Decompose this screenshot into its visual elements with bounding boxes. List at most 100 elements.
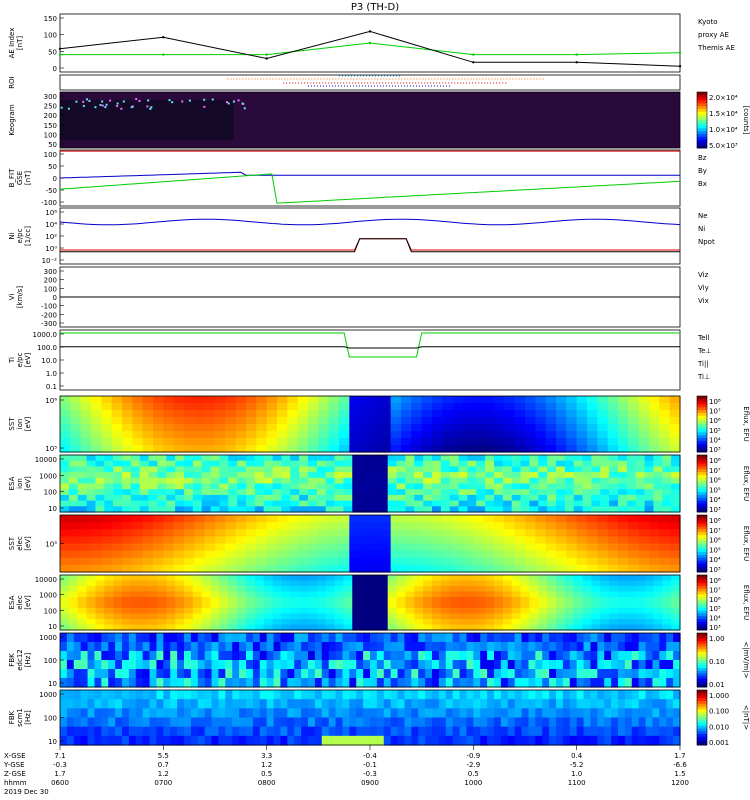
- spectrogram-cell: [370, 460, 380, 467]
- spectrogram-cell: [604, 717, 612, 728]
- spectrogram-cell: [235, 564, 247, 573]
- spectrogram-cell: [494, 717, 502, 728]
- spectrogram-cell: [184, 726, 192, 737]
- x-tick-label: 1.2: [261, 761, 272, 769]
- spectrogram-cell: [423, 624, 433, 631]
- spectrogram-cell: [590, 633, 598, 643]
- spectrogram-cell: [184, 690, 192, 700]
- spectrogram-cell: [487, 717, 495, 728]
- spectrogram-cell: [225, 660, 233, 670]
- spectrogram-cell: [380, 564, 392, 573]
- y-tick-label: 10⁰: [45, 245, 57, 253]
- spectrogram-cell: [607, 410, 619, 418]
- spectrogram-cell: [404, 669, 412, 679]
- spectrogram-cell: [266, 403, 278, 411]
- spectrogram-cell: [556, 483, 566, 490]
- spectrogram-cell: [645, 660, 654, 670]
- spectrogram-cell: [473, 642, 481, 652]
- spectrogram-cell: [190, 717, 199, 728]
- spectrogram-cell: [219, 506, 229, 513]
- spectrogram-cell: [370, 424, 381, 432]
- spectrogram-cell: [210, 472, 221, 479]
- spectrogram-cell: [68, 608, 79, 615]
- spectrogram-cell: [582, 586, 593, 593]
- spectrogram-cell: [452, 431, 464, 439]
- spectrogram-cell: [225, 708, 233, 719]
- spectrogram-cell: [638, 633, 647, 643]
- colorbar-cell: [697, 649, 707, 653]
- colorbar-tick-label: 10⁸: [709, 577, 721, 585]
- spectrogram-cell: [480, 690, 488, 700]
- colorbar-cell: [697, 712, 707, 716]
- spectrogram-cell: [476, 624, 486, 631]
- spectrogram-cell: [297, 550, 309, 559]
- spectrogram-cell: [157, 586, 167, 593]
- spectrogram-cell: [645, 726, 654, 737]
- spectrogram-cell: [535, 690, 543, 700]
- y-tick-label: 1.0: [46, 370, 57, 378]
- spectrogram-cell: [142, 699, 151, 709]
- spectrogram-cell: [494, 597, 504, 604]
- spectrogram-cell: [349, 410, 361, 418]
- spectrogram-cell: [432, 690, 440, 700]
- spectrogram-cell: [411, 669, 419, 679]
- spectrogram-cell: [423, 489, 433, 496]
- spectrogram-cell: [485, 466, 495, 473]
- spectrogram-cell: [60, 472, 70, 479]
- spectrogram-cell: [266, 726, 275, 737]
- spectrogram-cell: [70, 543, 82, 552]
- spectrogram-cell: [370, 466, 380, 473]
- spectrogram-cell: [370, 522, 381, 530]
- panel-frame: [59, 207, 681, 265]
- spectrogram-cell: [184, 642, 192, 652]
- spectrogram-cell: [520, 460, 531, 467]
- colorbar-cell: [697, 457, 707, 462]
- spectrogram-cell: [318, 438, 330, 446]
- spectrogram-cell: [175, 575, 185, 582]
- spectrogram-cell: [246, 500, 256, 507]
- spectrogram-cell: [463, 396, 474, 404]
- spectrogram-cell: [649, 424, 660, 432]
- spectrogram-cell: [404, 726, 412, 737]
- spectrogram-cell: [520, 602, 531, 609]
- spectrogram-cell: [576, 410, 588, 418]
- spectrogram-cell: [473, 403, 485, 411]
- spectrogram-cell: [60, 580, 70, 587]
- spectrogram-cell: [591, 477, 601, 485]
- spectrogram-cell: [521, 717, 530, 728]
- spectrogram-cell: [237, 506, 247, 513]
- spectrogram-cell: [535, 557, 547, 566]
- spectrogram-cell: [545, 557, 557, 566]
- spectrogram-cell: [525, 403, 536, 411]
- spectrogram-cell: [401, 396, 412, 404]
- spectrogram-cell: [556, 651, 564, 661]
- spectrogram-cell: [378, 472, 389, 479]
- series-point: [368, 30, 372, 33]
- spectrogram-cell: [334, 586, 345, 593]
- spectrogram-cell: [397, 726, 406, 737]
- spectrogram-cell: [631, 633, 640, 643]
- spectrogram-cell: [316, 624, 327, 631]
- spectrogram-cell: [246, 669, 254, 679]
- spectrogram-cell: [301, 717, 309, 728]
- spectrogram-cell: [163, 708, 171, 719]
- spectrogram-cell: [390, 515, 402, 523]
- spectrogram-cell: [576, 396, 588, 404]
- spectrogram-cell: [252, 642, 261, 652]
- spectrogram-cell: [556, 586, 566, 593]
- keogram-aurora-pixel: [131, 105, 134, 108]
- spectrogram-cell: [86, 477, 97, 485]
- spectrogram-cell: [421, 431, 433, 439]
- spectrogram-cell: [644, 613, 655, 620]
- spectrogram-cell: [256, 550, 268, 559]
- spectrogram-cell: [671, 506, 681, 513]
- spectrogram-cell: [194, 445, 206, 453]
- spectrogram-cell: [173, 445, 185, 453]
- colorbar-label: <|nT|>: [742, 705, 750, 730]
- spectrogram-cell: [299, 500, 309, 507]
- series-line-0: [60, 42, 681, 56]
- spectrogram-cell: [423, 466, 433, 473]
- spectrogram-cell: [204, 660, 213, 670]
- spectrogram-cell: [485, 608, 495, 615]
- spectrogram-cell: [60, 417, 71, 425]
